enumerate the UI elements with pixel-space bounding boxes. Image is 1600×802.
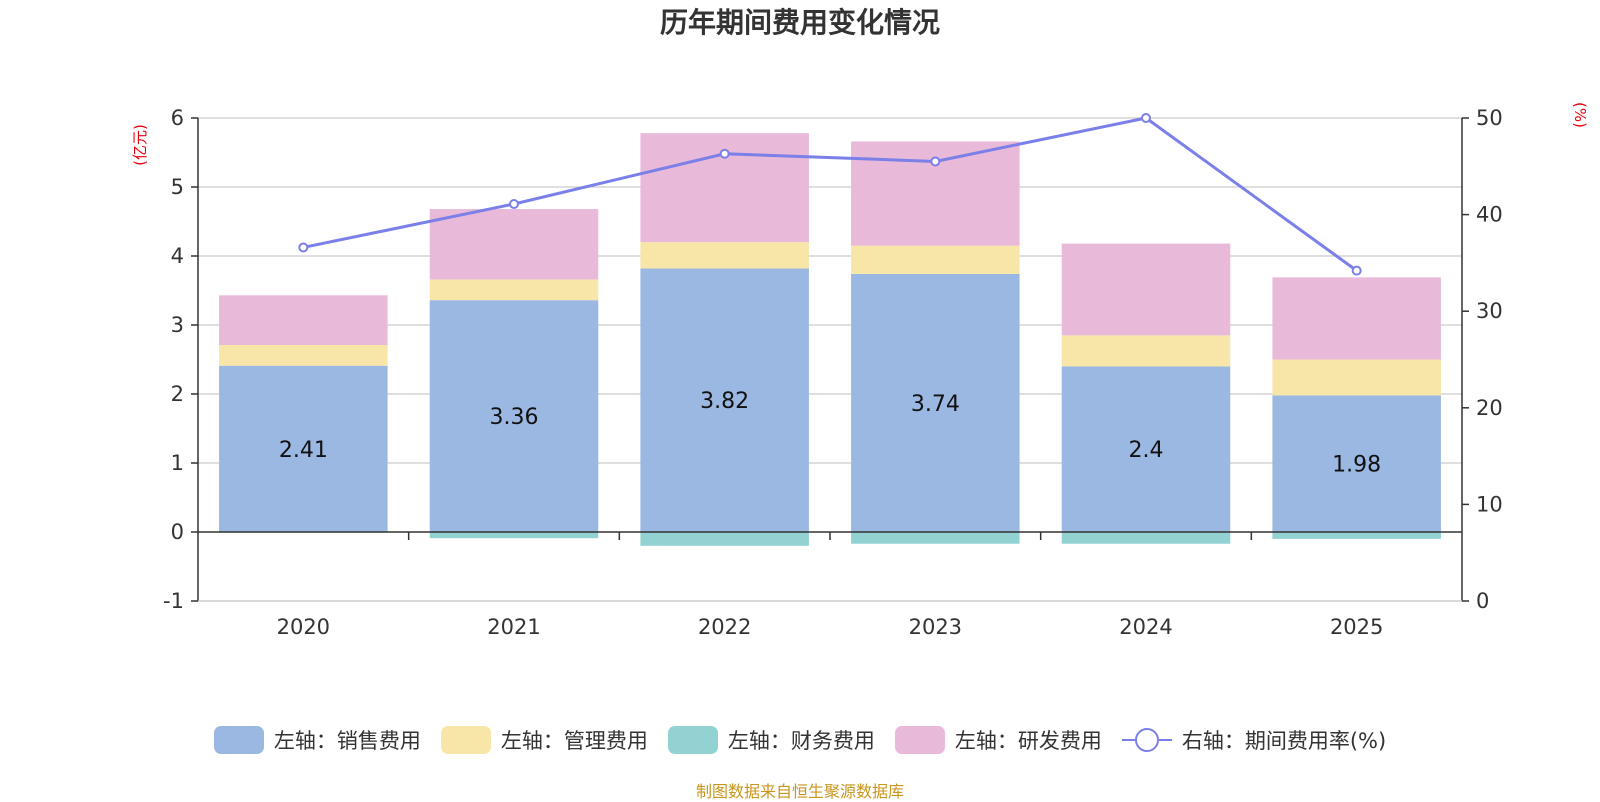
right-tick-label: 30: [1476, 299, 1503, 323]
bar-rd-2020: [219, 295, 388, 346]
bar-value-label: 2.4: [1129, 438, 1164, 463]
right-tick-label: 50: [1476, 106, 1503, 130]
legend-item-finance[interactable]: 左轴：财务费用: [667, 725, 875, 755]
data-source-note: 制图数据来自恒生聚源数据库: [695, 782, 904, 801]
bar-admin-2022: [640, 242, 809, 269]
bar-finance-2025: [1272, 532, 1441, 539]
bar-sales-2025: [1272, 395, 1441, 532]
expense-rate-point-2024: [1141, 113, 1151, 123]
bar-finance-2023: [851, 532, 1020, 544]
left-tick-label: 6: [171, 106, 184, 130]
bar-value-label: 3.36: [490, 405, 539, 430]
bar-series: [219, 133, 1441, 546]
bar-rd-2021: [429, 209, 599, 280]
legend-item-sales[interactable]: 左轴：销售费用: [213, 725, 421, 755]
left-axis-unit: (亿元): [131, 124, 149, 166]
legend-label-finance: 左轴：财务费用: [727, 729, 875, 753]
x-tick-label: 2023: [909, 615, 962, 639]
legend-swatch-finance: [667, 726, 718, 754]
legend-swatch-sales: [213, 726, 264, 754]
left-tick-label: 5: [171, 175, 184, 199]
bar-admin-2024: [1061, 335, 1231, 367]
grid-lines: [198, 117, 1462, 602]
bar-sales-2024: [1061, 366, 1231, 532]
legend-swatch-rd: [894, 726, 945, 754]
bar-value-label: 1.98: [1332, 453, 1381, 478]
right-axis-unit: (%): [1571, 102, 1589, 128]
expense-rate-point-2023: [930, 156, 941, 167]
legend-label-expense-rate: 右轴：期间费用率(%): [1181, 729, 1387, 753]
bar-sales-2020: [219, 365, 388, 532]
right-tick-label: 20: [1476, 396, 1503, 420]
legend: 左轴：销售费用 左轴：管理费用 左轴：财务费用 左轴：研发费用 右轴：期间费用率…: [0, 720, 1600, 760]
x-tick-label: 2025: [1330, 615, 1383, 639]
line-series: [298, 113, 1362, 276]
right-tick-label: 40: [1476, 203, 1503, 227]
x-tick-label: 2020: [277, 615, 330, 639]
left-tick-label: 1: [171, 451, 184, 475]
bar-sales-2022: [640, 268, 809, 532]
x-tick-label: 2022: [698, 615, 751, 639]
left-tick-label: 4: [171, 244, 184, 268]
expense-rate-line: [303, 116, 1358, 272]
legend-swatch-admin: [440, 726, 491, 754]
bar-rd-2025: [1272, 277, 1441, 360]
axes: -1 0 1 2 3 4 5 6 0 10 20 30 40 50 2020 2021 2022 2023 2024…: [163, 106, 1503, 639]
expense-rate-point-2020: [298, 242, 309, 253]
bar-finance-2024: [1061, 532, 1231, 544]
bar-admin-2020: [219, 345, 388, 366]
bar-value-label: 2.41: [279, 438, 328, 463]
bar-rd-2024: [1061, 243, 1231, 336]
bar-admin-2021: [429, 279, 599, 301]
expense-rate-point-2022: [719, 148, 730, 159]
left-tick-label: -1: [163, 589, 184, 613]
bar-sales-2023: [851, 273, 1020, 532]
bar-admin-2023: [851, 245, 1020, 274]
left-tick-label: 3: [171, 313, 184, 337]
x-tick-label: 2024: [1119, 615, 1172, 639]
bar-admin-2025: [1272, 359, 1441, 396]
legend-label-admin: 左轴：管理费用: [500, 729, 648, 753]
bar-finance-2021: [429, 532, 599, 539]
left-tick-label: 0: [171, 520, 184, 544]
bar-finance-2022: [640, 532, 809, 546]
x-tick-label: 2021: [487, 615, 540, 639]
expense-rate-point-2025: [1351, 265, 1362, 276]
legend-item-rd[interactable]: 左轴：研发费用: [894, 725, 1102, 755]
legend-line-marker-icon: [1121, 726, 1172, 754]
legend-label-sales: 左轴：销售费用: [273, 729, 421, 753]
left-tick-label: 2: [171, 382, 184, 406]
data-labels: 2.41 3.36 3.82 3.74 2.4 1.98: [279, 389, 1381, 477]
bar-value-label: 3.82: [700, 389, 749, 414]
legend-item-expense-rate[interactable]: 右轴：期间费用率(%): [1121, 725, 1387, 755]
right-tick-label: 10: [1476, 492, 1503, 516]
bar-sales-2021: [429, 300, 599, 532]
bar-value-label: 3.74: [911, 392, 960, 417]
chart-title: 历年期间费用变化情况: [660, 6, 940, 39]
right-tick-label: 0: [1476, 589, 1489, 613]
legend-label-rd: 左轴：研发费用: [954, 729, 1102, 753]
expense-rate-point-2021: [509, 198, 519, 209]
legend-item-admin[interactable]: 左轴：管理费用: [440, 725, 648, 755]
